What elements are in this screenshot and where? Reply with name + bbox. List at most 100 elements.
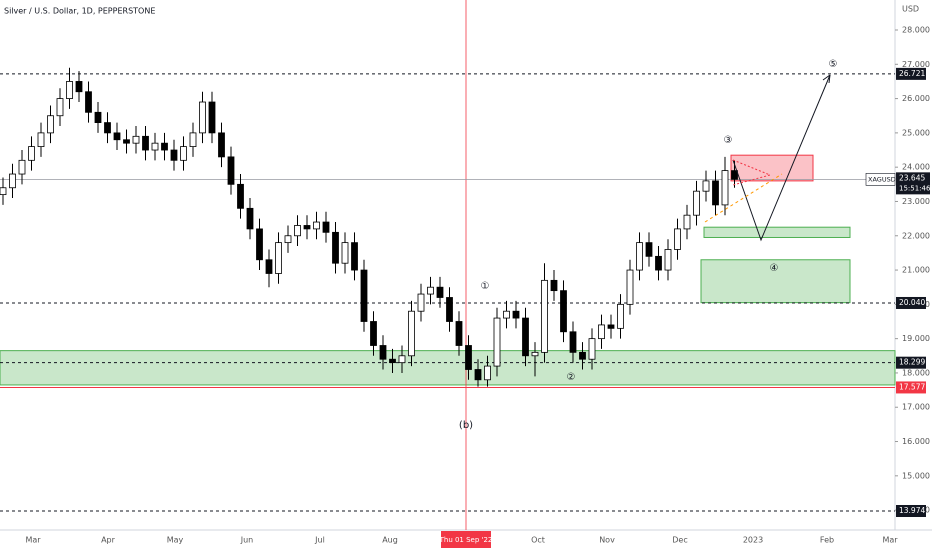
candle-body [370, 321, 377, 346]
x-tick-label: Oct [531, 536, 545, 545]
candle-body [598, 324, 605, 340]
candle-body [341, 242, 349, 264]
candle-body [436, 286, 444, 298]
candle-body [94, 111, 102, 123]
level-label-bg [896, 356, 926, 369]
zone [700, 259, 851, 304]
candle-body [493, 317, 501, 367]
candle-body [351, 242, 358, 271]
candle-body [664, 249, 672, 271]
candle-body [227, 156, 235, 185]
x-tick-label: Mar [25, 536, 41, 545]
candle-body [37, 132, 45, 148]
candle-body [85, 91, 92, 113]
candle-body [218, 132, 225, 158]
candle-body [693, 190, 700, 216]
candle-body [474, 369, 482, 381]
x-tick-label: Nov [599, 536, 615, 545]
y-tick-label: 24.000 [902, 163, 930, 172]
candle-body [161, 142, 168, 151]
candle-body [417, 293, 425, 312]
candle-body [303, 225, 311, 230]
chart-title: Silver / U.S. Dollar, 1D, PEPPERSTONE [4, 7, 155, 16]
y-tick-label: 22.000 [902, 231, 930, 240]
candle-body [332, 231, 339, 264]
symbol-bg [865, 173, 896, 186]
level-label-bg [896, 296, 926, 309]
candle-body [455, 321, 463, 346]
candle-body [712, 180, 719, 206]
candle-body [683, 214, 691, 230]
x-tick-label: Jul [314, 536, 325, 545]
level-label: 26.721 [899, 69, 925, 78]
level-label-bg [896, 505, 926, 518]
candle-body [284, 235, 292, 244]
candle-body [398, 355, 406, 364]
crosshair-label-bg [441, 531, 491, 548]
crosshair-label: Thu 01 Sep '22 [439, 536, 493, 544]
y-tick-label: 27.000 [902, 60, 930, 69]
wave-label: ⑤ [829, 59, 838, 70]
y-tick-label: 23.000 [902, 197, 930, 206]
candle-body [674, 228, 681, 250]
x-tick-label: Aug [382, 536, 398, 545]
pattern-lines [732, 159, 772, 186]
candle-body [256, 228, 263, 261]
candle-body [379, 345, 387, 360]
candle-body [389, 358, 396, 364]
candle-body [170, 149, 178, 161]
y-tick-label: 18.000 [902, 368, 930, 377]
y-tick-label: 28.000 [902, 26, 930, 35]
candle-body [294, 225, 301, 237]
candle-body [246, 207, 254, 230]
candle-body [237, 183, 244, 209]
projection-path [732, 74, 831, 242]
candle-body [313, 221, 320, 230]
candle-body [0, 187, 7, 196]
x-tick-label: Apr [101, 536, 116, 545]
candle-body [636, 242, 643, 271]
level-label: 17.577 [899, 382, 925, 391]
candle-body [731, 170, 738, 180]
candle-body [541, 279, 548, 353]
candle-body [465, 345, 472, 370]
candle-body [569, 331, 577, 353]
candle-body [503, 310, 510, 319]
candle-body [607, 324, 615, 329]
candle-body [579, 351, 586, 360]
candle-body [56, 98, 64, 117]
y-tick-label: 25.000 [902, 128, 930, 137]
x-tick-label: Feb [820, 536, 834, 545]
candle-body [265, 259, 273, 274]
y-tick-label: 19.000 [902, 334, 930, 343]
x-tick-label: Jun [240, 536, 254, 545]
candle-body [408, 310, 415, 357]
candle-body [484, 365, 491, 381]
candle-body [142, 135, 149, 151]
candle-body [446, 297, 453, 322]
wave-label: ② [567, 372, 576, 383]
x-tick-label: May [167, 536, 184, 545]
zone [703, 226, 851, 238]
candle-body [322, 221, 330, 233]
candle-body [189, 132, 197, 148]
wave-label: ④ [770, 263, 779, 274]
candle-body [28, 146, 35, 161]
candle-body [113, 132, 121, 141]
candle-body [617, 303, 624, 329]
candle-body [360, 269, 368, 322]
axis-unit: USD [902, 5, 919, 14]
y-tick-label: 15.000 [902, 471, 930, 480]
wave-label: (b) [459, 420, 473, 431]
candle-body [427, 286, 434, 295]
price-box [896, 172, 930, 195]
price-label: 23.645 [899, 173, 925, 182]
level-label-bg [896, 381, 926, 394]
candle-body [531, 351, 539, 357]
level-label: 13.974 [899, 506, 925, 515]
level-label: 18.299 [899, 358, 925, 367]
candle-body [18, 159, 26, 175]
candle-body [588, 338, 596, 360]
candle-body [151, 142, 159, 151]
